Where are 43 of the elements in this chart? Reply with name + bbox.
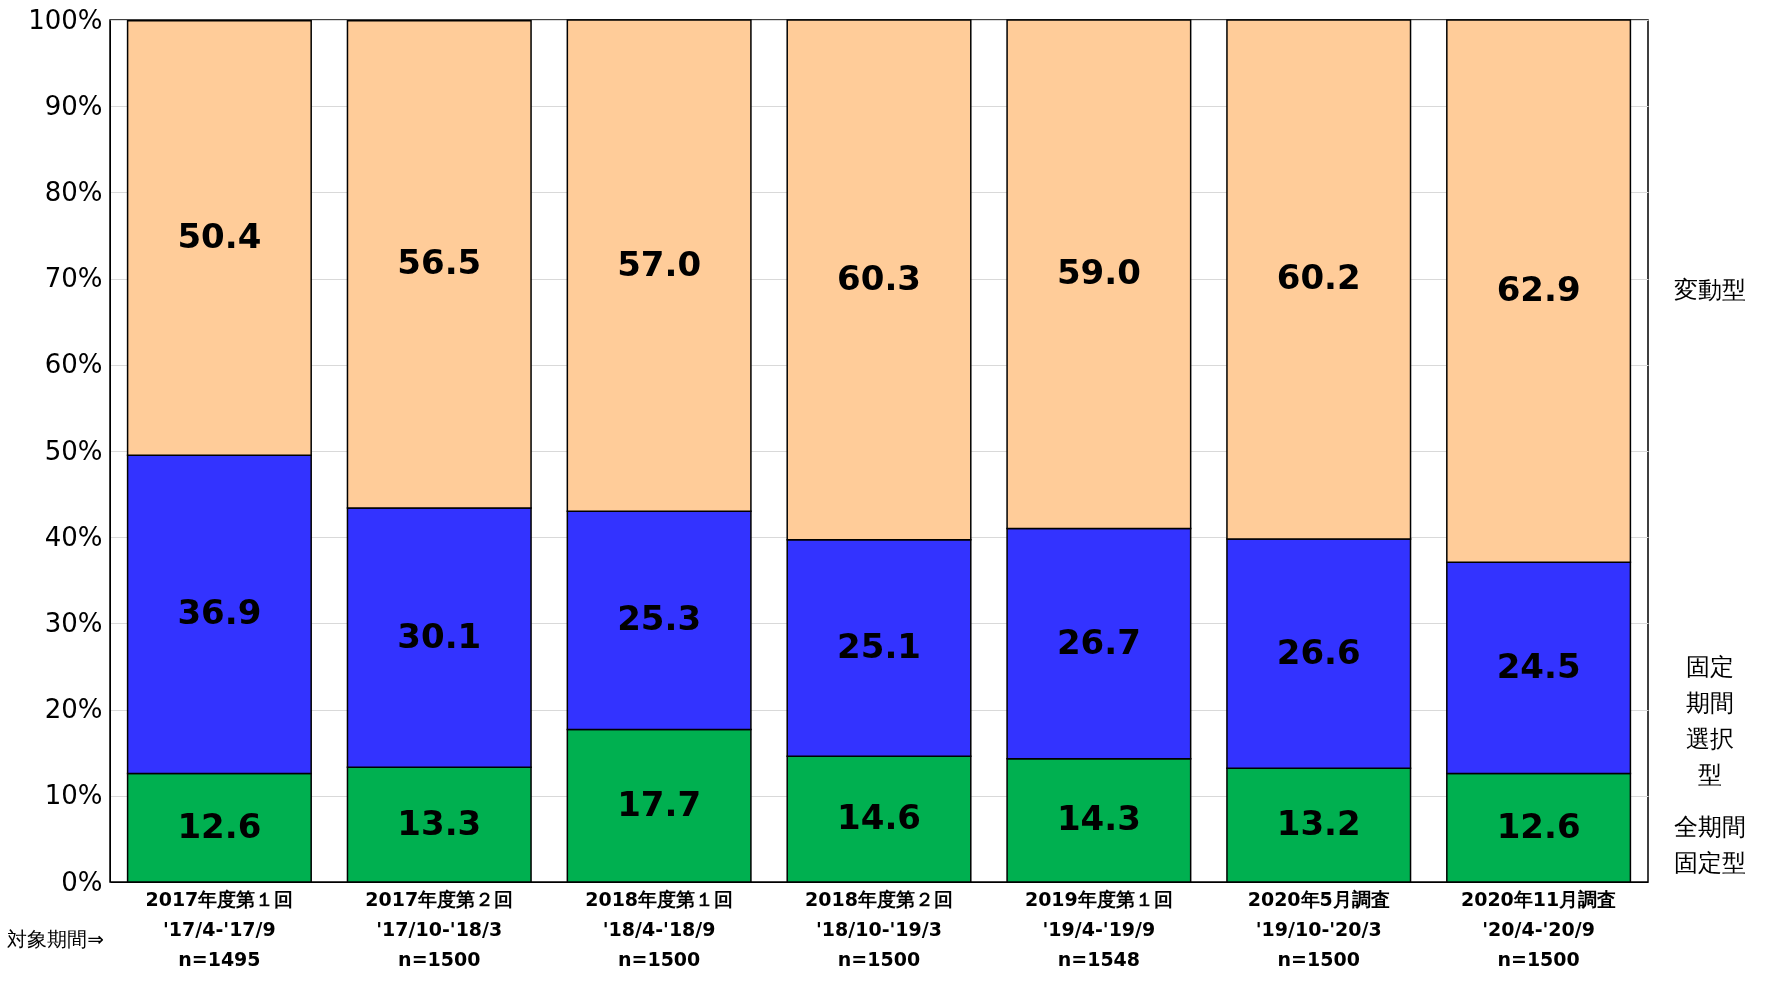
y-tick-label: 50% [44,435,103,466]
x-tick-label: 2017年度第２回 '17/10-'18/3 n=1500 [365,887,514,970]
y-tick-label: 40% [44,521,103,552]
data-label: 56.5 [397,242,482,283]
x-tick-label: 2020年5月調査 '19/10-'20/3 n=1500 [1247,887,1390,970]
y-tick-label: 0% [61,866,103,897]
x-tick-label: 2018年度第１回 '18/4-'18/9 n=1500 [585,887,734,970]
y-tick-label: 30% [44,607,103,638]
data-label: 60.3 [837,257,921,298]
data-label: 24.5 [1496,645,1581,686]
y-tick-label: 100% [28,4,103,35]
data-label: 36.9 [177,592,262,633]
data-label: 14.6 [837,797,921,838]
y-tick-label: 90% [44,90,103,121]
series-label: 全期間固定型 [1674,812,1746,877]
x-tick-label: 2018年度第２回 '18/10-'19/3 n=1500 [805,887,953,970]
text: 対象期間⇒ [7,927,104,951]
text: 固定期間選択型 [1686,652,1734,789]
data-label: 13.2 [1276,803,1361,844]
y-tick-label: 10% [44,780,103,811]
y-tick-label: 60% [44,349,103,380]
y-tick-label: 80% [44,176,103,207]
data-label: 26.7 [1056,621,1141,662]
y-tick-label: 70% [44,263,103,294]
data-label: 62.9 [1496,269,1581,310]
data-label: 12.6 [177,805,262,846]
data-label: 12.6 [1496,805,1581,846]
x-tick-label: 2017年度第１回 '17/4-'17/9 n=1495 [145,887,294,970]
data-label: 60.2 [1276,257,1361,298]
data-label: 17.7 [617,783,702,824]
data-label: 57.0 [617,243,702,284]
x-tick-label: 2020年11月調査 '20/4-'20/9 n=1500 [1460,887,1617,970]
data-label: 25.3 [617,598,702,639]
data-label: 14.3 [1056,798,1141,839]
data-label: 59.0 [1056,252,1141,293]
data-label: 26.6 [1276,631,1361,672]
series-label: 変動型 [1674,276,1746,305]
data-label: 50.4 [177,216,262,257]
data-label: 13.3 [397,802,482,843]
x-tick-label: 2019年度第１回 '19/4-'19/9 n=1548 [1024,887,1173,970]
y-tick-label: 20% [44,694,103,725]
data-label: 30.1 [397,615,482,656]
data-label: 25.1 [837,625,921,666]
